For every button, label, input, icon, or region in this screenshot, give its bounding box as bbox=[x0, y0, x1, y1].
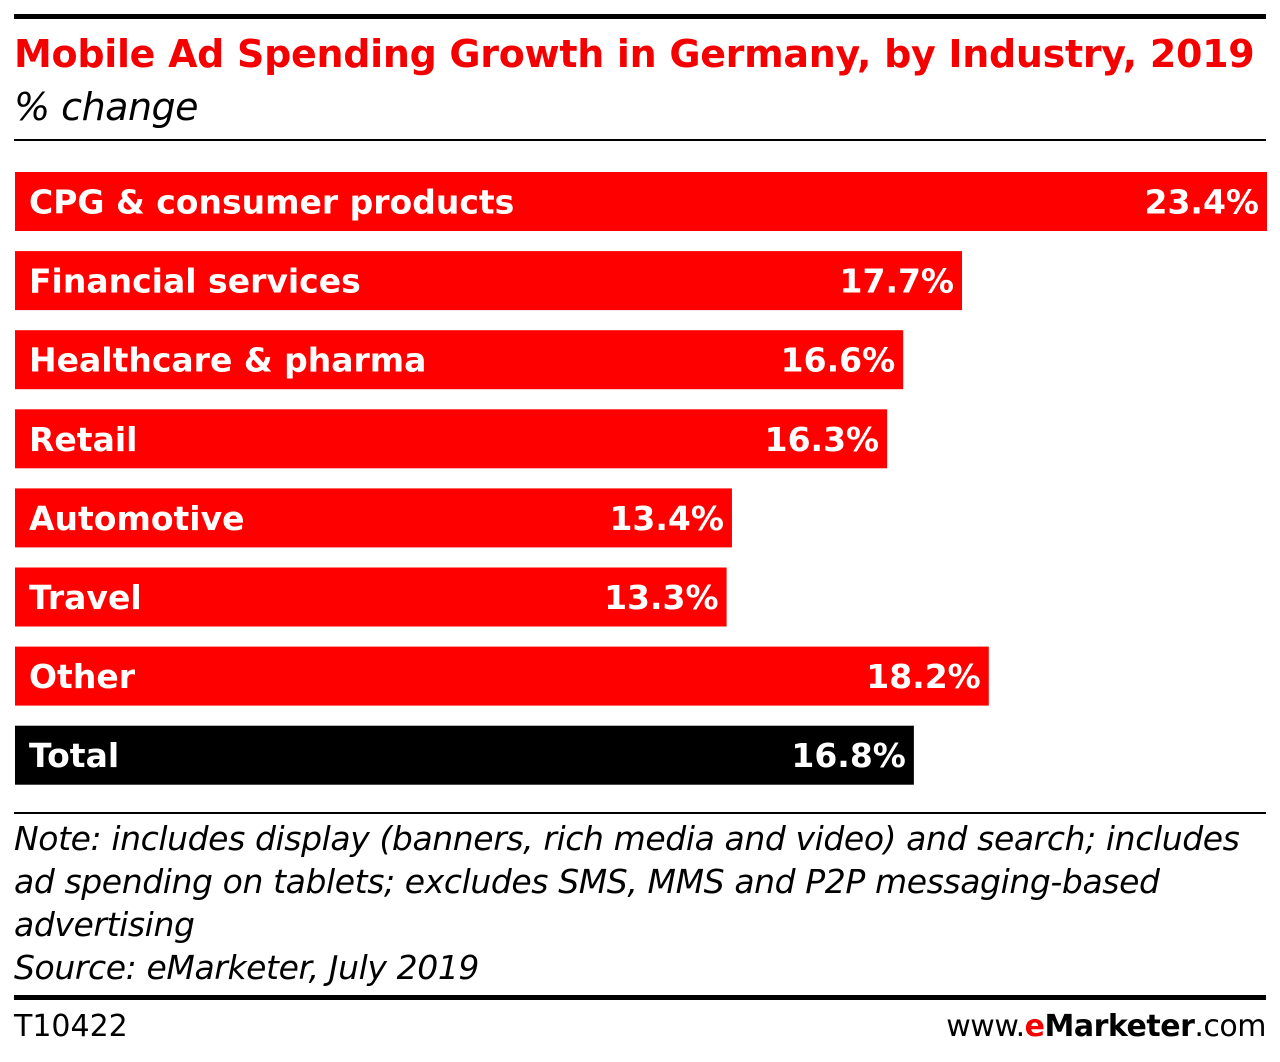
category-label: Retail bbox=[29, 420, 137, 459]
bar bbox=[15, 330, 904, 390]
note-line: Note: includes display (banners, rich me… bbox=[14, 819, 1240, 858]
total-bar bbox=[15, 725, 914, 785]
bar bbox=[15, 409, 888, 469]
bar bbox=[15, 251, 963, 311]
brand-prefix: www. bbox=[946, 1009, 1025, 1044]
category-label: Healthcare & pharma bbox=[29, 341, 426, 380]
value-label: 13.3% bbox=[604, 578, 719, 617]
value-label: 16.6% bbox=[781, 341, 896, 380]
value-label: 16.8% bbox=[791, 736, 906, 775]
value-label: 23.4% bbox=[1145, 183, 1260, 222]
brand-logo[interactable]: www.eMarketer.com bbox=[946, 1005, 1266, 1049]
source-line: Source: eMarketer, July 2019 bbox=[14, 948, 480, 987]
bar bbox=[15, 488, 732, 548]
top-rule bbox=[14, 14, 1266, 19]
category-label: Automotive bbox=[29, 499, 245, 538]
chart-id: T10422 bbox=[14, 1009, 128, 1044]
notes-rule bbox=[14, 812, 1266, 814]
brand-name: Marketer bbox=[1044, 1009, 1195, 1044]
category-label: CPG & consumer products bbox=[29, 183, 514, 222]
bar bbox=[15, 646, 989, 706]
value-label: 18.2% bbox=[866, 657, 981, 696]
value-label: 13.4% bbox=[609, 499, 724, 538]
bar-chart: CPG & consumer products 23.4% Financial se… bbox=[15, 172, 1267, 785]
note-line: ad spending on tablets; excludes SMS, MM… bbox=[14, 862, 1160, 901]
header-rule bbox=[14, 139, 1266, 141]
chart-notes: Note: includes display (banners, rich me… bbox=[14, 817, 1266, 989]
value-label: 16.3% bbox=[765, 420, 880, 459]
category-label: Other bbox=[29, 657, 136, 696]
note-line: advertising bbox=[14, 905, 195, 944]
brand-e: e bbox=[1024, 1009, 1045, 1044]
chart-subtitle: % change bbox=[14, 85, 199, 129]
bar bbox=[15, 172, 1267, 231]
brand-suffix: .com bbox=[1194, 1009, 1266, 1044]
chart-title: Mobile Ad Spending Growth in Germany, by… bbox=[14, 32, 1255, 76]
category-label: Financial services bbox=[29, 262, 361, 301]
category-label: Total bbox=[29, 736, 119, 775]
footer-rule bbox=[14, 995, 1266, 1000]
bar bbox=[15, 567, 727, 627]
category-label: Travel bbox=[29, 578, 142, 617]
value-label: 17.7% bbox=[840, 262, 955, 301]
